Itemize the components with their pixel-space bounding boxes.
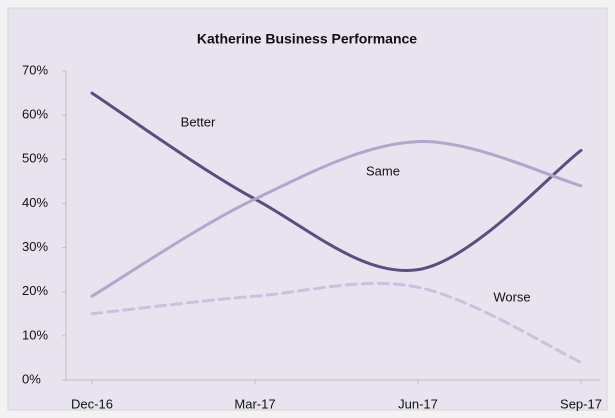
y-tick-label: 20% — [22, 283, 48, 298]
y-tick-label: 0% — [22, 371, 41, 386]
y-tick-label: 40% — [22, 195, 48, 210]
y-tick-label: 50% — [22, 151, 48, 166]
x-tick-label: Dec-16 — [71, 396, 113, 411]
series-line — [90, 91, 583, 273]
y-tick-label: 10% — [22, 327, 48, 342]
x-tick-label: Jun-17 — [398, 396, 438, 411]
series-line — [90, 140, 583, 298]
y-tick-label: 60% — [22, 107, 48, 122]
x-tick-label: Mar-17 — [234, 396, 275, 411]
chart-area — [7, 7, 608, 411]
series-label: Better — [181, 114, 216, 129]
y-tick-label: 30% — [22, 239, 48, 254]
series-label: Worse — [493, 289, 530, 304]
y-tick-label: 70% — [22, 62, 48, 77]
x-tick-label: Sep-17 — [560, 396, 602, 411]
chart-title: Katherine Business Performance — [197, 31, 417, 47]
series-label: Same — [366, 163, 400, 178]
series-line — [90, 281, 583, 364]
